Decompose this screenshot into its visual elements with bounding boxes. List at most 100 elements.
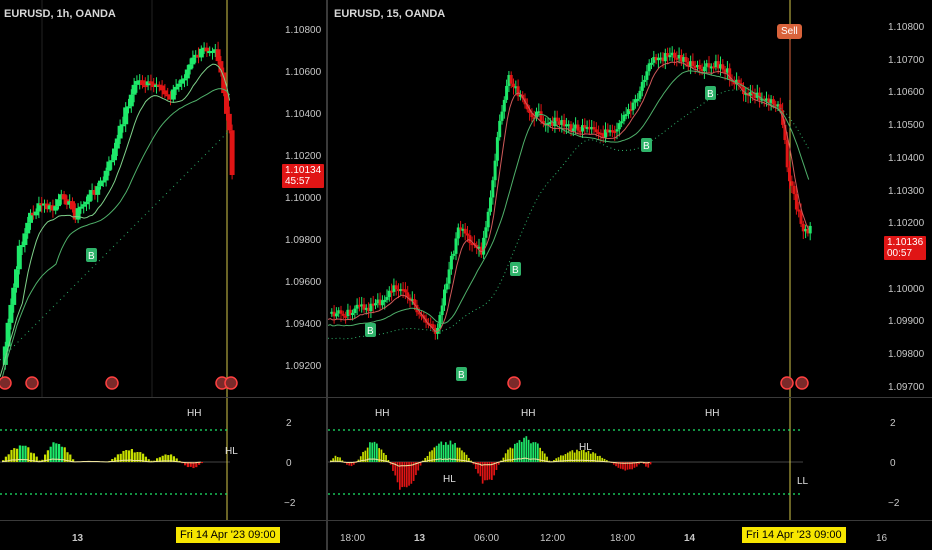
right-candle — [378, 299, 382, 306]
left-osc-bar — [72, 459, 75, 462]
left-candle — [218, 61, 224, 73]
left-candle — [39, 203, 45, 206]
right-candle — [576, 124, 580, 131]
right-osc-bar — [585, 452, 587, 462]
left-candle — [131, 84, 137, 95]
right-candle — [709, 66, 713, 69]
right-candle — [682, 57, 686, 62]
right-buy-signal-label: B — [512, 265, 519, 276]
left-osc-bar — [38, 460, 41, 462]
right-candle — [330, 311, 334, 314]
right-candle — [666, 53, 670, 57]
left-candle — [142, 85, 148, 88]
right-candle — [778, 104, 782, 111]
right-oscillator-pane[interactable]: HH HH HH HL HL LL 2 0 −2 — [328, 398, 932, 520]
left-candle — [117, 125, 123, 139]
left-candle — [204, 47, 210, 52]
right-candle — [661, 57, 665, 62]
left-candle — [212, 49, 218, 52]
right-osc-bar — [557, 457, 560, 462]
right-candle — [348, 309, 352, 315]
right-osc-hl-2: HL — [579, 442, 592, 453]
right-candle — [615, 129, 619, 132]
left-price-pane[interactable]: B EURUSD, 1h, OANDA 1.10800 1.10600 1.1040… — [0, 0, 326, 397]
right-osc-bar — [539, 447, 541, 462]
right-buy-signal — [705, 86, 716, 100]
right-candle — [716, 61, 720, 69]
right-osc-bar — [346, 462, 348, 465]
right-osc-bar — [442, 444, 445, 462]
right-osc-bar — [562, 455, 564, 462]
right-candle — [640, 81, 644, 91]
right-candle — [392, 285, 396, 292]
right-price-label: 1.10300 — [888, 185, 925, 197]
left-osc-hl: HL — [225, 446, 238, 457]
right-candle — [583, 125, 587, 128]
right-buy-signal-label: B — [707, 89, 714, 100]
right-osc-bar — [350, 462, 353, 467]
right-candle — [456, 227, 460, 239]
left-candle — [156, 84, 162, 87]
event-flag-icon — [105, 376, 119, 390]
right-candle — [698, 65, 702, 70]
left-symbol-title: EURUSD, 1h, OANDA — [4, 8, 116, 20]
right-candle — [804, 228, 808, 232]
left-osc-bar — [178, 460, 181, 462]
left-osc-bar — [136, 451, 139, 462]
left-candle — [173, 86, 179, 90]
right-candle — [656, 57, 660, 61]
right-price-pane[interactable]: B B B B B EURUSD, 15, OANDA 1.10800 1.10700 1.… — [328, 0, 932, 397]
event-flag-icon — [224, 376, 238, 390]
right-osc-bar — [403, 462, 406, 487]
left-candle — [196, 54, 201, 58]
left-candle — [70, 201, 75, 210]
right-candle — [553, 117, 557, 127]
right-candle — [530, 112, 534, 118]
right-candle — [765, 98, 768, 101]
left-osc-bar — [189, 462, 192, 467]
right-osc-bar — [465, 454, 468, 462]
right-candle — [562, 120, 566, 127]
left-osc-bar — [18, 445, 21, 462]
left-time-axis[interactable]: 13 Fri 14 Apr '23 09:00 — [0, 521, 326, 550]
right-osc-bar — [509, 447, 512, 462]
event-flag-icon — [0, 376, 12, 390]
right-candle — [647, 63, 651, 72]
left-candle — [47, 205, 53, 210]
right-candle — [477, 246, 481, 249]
right-osc-bar — [615, 462, 617, 467]
right-candle — [346, 309, 350, 316]
right-osc-bar — [336, 457, 339, 462]
left-price-label: 1.10000 — [285, 193, 322, 204]
right-candle — [560, 120, 564, 125]
right-osc-bar — [532, 442, 535, 462]
left-time-13: 13 — [72, 533, 84, 544]
pane-divider-vertical[interactable] — [326, 0, 328, 550]
right-candle — [509, 75, 513, 84]
left-candle — [179, 79, 185, 84]
left-oscillator-pane[interactable]: HH HL 2 0 −2 — [0, 398, 326, 520]
right-candle — [714, 61, 718, 67]
left-candle — [81, 204, 87, 207]
left-osc-bar — [27, 447, 30, 462]
right-candle — [525, 104, 529, 110]
right-osc-bar — [495, 462, 498, 470]
right-candle — [438, 315, 442, 328]
right-candle — [445, 283, 449, 290]
right-candle — [397, 289, 400, 292]
right-osc-bar — [511, 448, 514, 462]
left-osc-bar — [60, 446, 63, 462]
left-candle — [114, 138, 120, 149]
right-candle — [449, 255, 453, 270]
right-candle — [360, 304, 364, 307]
pane-divider-horizontal[interactable] — [0, 397, 932, 398]
right-time-axis[interactable]: 18:00 13 06:00 12:00 18:00 14 Fri 14 Apr… — [328, 521, 932, 550]
right-osc-bar — [461, 450, 463, 462]
right-candle — [569, 124, 573, 132]
left-candle — [140, 80, 145, 86]
right-osc-bar — [468, 457, 470, 462]
right-osc-bar — [410, 462, 413, 484]
left-candle — [112, 148, 117, 161]
left-countdown: 45:57 — [285, 176, 311, 187]
right-candle — [394, 285, 398, 290]
